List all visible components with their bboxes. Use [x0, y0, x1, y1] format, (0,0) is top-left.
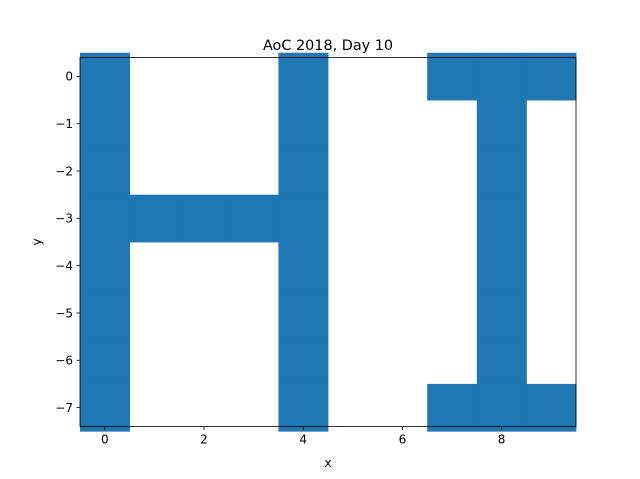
data-point: [476, 242, 527, 290]
data-point: [179, 194, 230, 243]
y-tick-label: −4: [55, 259, 73, 273]
data-point: [427, 383, 478, 432]
data-point: [80, 289, 130, 338]
x-tick-label: 6: [399, 433, 407, 447]
data-point: [80, 194, 130, 243]
x-axis-label: x: [324, 456, 331, 470]
data-point: [476, 52, 527, 101]
x-tick-label: 0: [101, 433, 109, 447]
data-point: [278, 100, 329, 148]
x-tick-label: 8: [498, 433, 506, 447]
data-point: [476, 383, 527, 432]
x-tick-label: 4: [299, 433, 307, 447]
x-axis-ticks: 0 2 4 6 8: [101, 426, 506, 447]
data-point: [476, 336, 527, 385]
x-tick-label: 2: [200, 433, 208, 447]
data-point: [278, 289, 329, 338]
data-point: [278, 242, 329, 290]
y-axis-ticks: 0 −1 −2 −3 −4 −5 −6 −7: [55, 70, 80, 415]
data-point: [80, 383, 130, 432]
plot-frame: [79, 57, 577, 427]
data-point: [80, 100, 130, 148]
y-axis-label: y: [30, 238, 44, 245]
data-point: [476, 147, 527, 196]
data-point: [278, 383, 329, 432]
y-tick-label: −7: [55, 401, 73, 415]
y-tick-label: −5: [55, 306, 73, 320]
data-point: [476, 289, 527, 338]
y-tick-label: −6: [55, 354, 73, 368]
data-point: [278, 147, 329, 196]
data-point: [80, 52, 130, 101]
data-point: [278, 194, 329, 243]
y-tick-label: −1: [55, 117, 73, 131]
data-point: [80, 336, 130, 385]
data-point: [80, 147, 130, 196]
data-point: [228, 194, 279, 243]
y-tick-label: 0: [65, 70, 73, 84]
chart-title: AoC 2018, Day 10: [263, 38, 393, 54]
data-point: [80, 242, 130, 290]
data-point: [476, 194, 527, 243]
data-point: [129, 194, 180, 243]
data-point: [476, 100, 527, 148]
y-tick-label: −3: [55, 212, 73, 226]
data-points: [80, 52, 577, 432]
data-point: [526, 52, 577, 101]
data-point: [526, 383, 577, 432]
data-point: [278, 336, 329, 385]
y-tick-label: −2: [55, 164, 73, 178]
data-point: [427, 52, 478, 101]
data-point: [278, 52, 329, 101]
